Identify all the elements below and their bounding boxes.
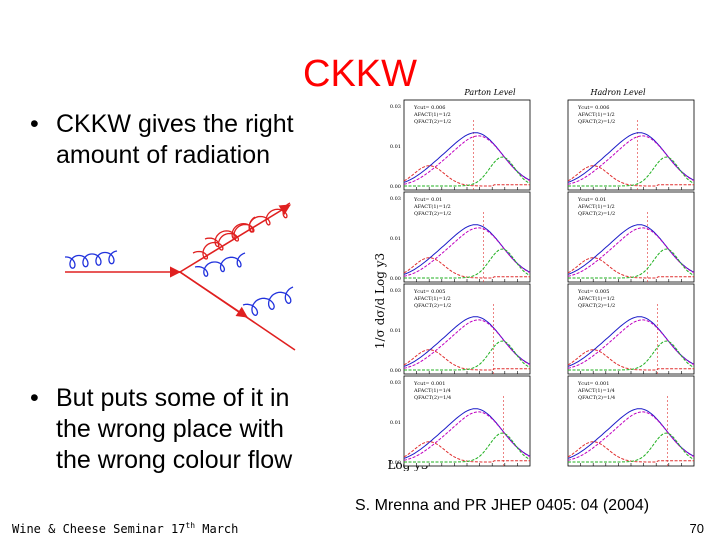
curve-1 [403, 227, 531, 277]
panel-legend-line: Ycut= 0.005 [577, 289, 609, 295]
panel-frame [567, 191, 695, 283]
panel-legend-line: AFACT(1)=1/2 [413, 203, 451, 210]
radiation-diagram [65, 202, 296, 351]
panel-legend-line: QFACT(2)=1/2 [414, 302, 451, 309]
panel-legend-line: AFACT(1)=1/2 [577, 111, 615, 118]
y-tick-label: 0.01 [390, 236, 401, 242]
slide-title: CKKW [303, 53, 417, 95]
panel-legend-line: AFACT(1)=1/4 [413, 387, 451, 394]
gluon-coil-middle [192, 216, 256, 260]
y-tick-label: 0.03 [390, 288, 401, 294]
panel-legend-line: QFACT(2)=1/2 [578, 118, 615, 125]
plot-panel-r1-c1: 0.03 0.01 0.00 Ycut= 0.006AFACT(1)=1/2QFACT… [390, 99, 531, 191]
panel-legend-line: AFACT(1)=1/4 [577, 387, 615, 394]
gluon-coil-side [194, 252, 246, 277]
curve-3 [568, 156, 695, 187]
panel-legend-line: AFACT(1)=1/2 [413, 295, 451, 302]
footer-superscript: th [185, 521, 196, 530]
panel-legend-line: QFACT(2)=1/4 [578, 394, 615, 401]
panel-legend-line: QFACT(2)=1/2 [578, 302, 615, 309]
curve-1 [403, 411, 531, 461]
y-tick-label: 0.00 [390, 460, 401, 466]
panel-legend-line: QFACT(2)=1/2 [578, 210, 615, 217]
curve-1 [567, 319, 695, 369]
curve-3 [568, 432, 695, 463]
bullet-text: CKKW gives the right amount of radiation [56, 110, 294, 169]
footer-main: Wine & Cheese Seminar 17 [12, 522, 186, 536]
y-tick-label: 0.03 [390, 104, 401, 110]
plot-panel-r2-c1: 0.03 0.01 0.00 Ycut= 0.01AFACT(1)=1/2QFACT(… [390, 191, 531, 283]
panel-legend-line: Ycut= 0.01 [413, 197, 442, 203]
bullet-text: But puts some of it in the wrong place w… [56, 384, 293, 474]
plot-panel-r4-c1: 0.03 0.01 0.00 Ycut= 0.001AFACT(1)=1/4QFACT… [390, 375, 531, 467]
curve-1 [403, 319, 531, 369]
curve-1 [567, 227, 695, 277]
panel-frame [403, 375, 531, 467]
page-number: 70 [689, 521, 704, 536]
column-header-parton: Parton Level [463, 88, 516, 97]
gluon-coil-incoming [65, 250, 118, 269]
panel-legend-line: AFACT(1)=1/2 [577, 295, 615, 302]
panel-legend-line: Ycut= 0.006 [413, 105, 445, 111]
curve-1 [403, 135, 531, 185]
bullet-marker: • [30, 110, 39, 138]
curve-3 [404, 340, 531, 371]
column-header-hadron: Hadron Level [589, 88, 646, 97]
y-tick-label: 0.00 [390, 276, 401, 282]
curve-3 [404, 248, 531, 279]
panel-legend-line: Ycut= 0.01 [577, 197, 606, 203]
y-tick-label: 0.00 [390, 368, 401, 374]
curve-3 [404, 432, 531, 463]
footer-text: Wine & Cheese Seminar 17th March [12, 519, 238, 536]
curve-3 [568, 248, 695, 279]
panel-legend-line: AFACT(1)=1/2 [413, 111, 451, 118]
panel-legend-line: Ycut= 0.001 [413, 381, 445, 387]
y-tick-label: 0.01 [390, 420, 401, 426]
y-axis-label: 1/σ dσ/d Log y3 [373, 253, 387, 349]
y-tick-label: 0.03 [390, 380, 401, 386]
y-tick-label: 0.01 [390, 144, 401, 150]
y-tick-label: 0.01 [390, 328, 401, 334]
quark-arrow-lower [179, 271, 248, 318]
panel-legend-line: Ycut= 0.001 [577, 381, 609, 387]
gluon-coil-lower [242, 286, 294, 316]
curve-1 [567, 135, 695, 185]
curve-3 [404, 156, 531, 187]
bullet-marker: • [30, 384, 39, 412]
panel-legend-line: Ycut= 0.005 [413, 289, 445, 295]
distribution-plot-grid: Parton Level Hadron Level 1/σ dσ/d Log y… [373, 88, 695, 471]
y-tick-label: 0.03 [390, 196, 401, 202]
curve-1 [567, 411, 695, 461]
panel-legend-line: AFACT(1)=1/2 [577, 203, 615, 210]
panel-legend-line: QFACT(2)=1/2 [414, 210, 451, 217]
citation: S. Mrenna and PR JHEP 0405: 04 (2004) [355, 497, 650, 514]
footer-tail: March [195, 522, 239, 536]
plot-panel-r3-c1: 0.03 0.01 0.00 Ycut= 0.005AFACT(1)=1/2QFACT… [390, 283, 531, 375]
gluon-coils [65, 202, 294, 316]
panel-legend-line: Ycut= 0.006 [577, 105, 609, 111]
panel-legend-line: QFACT(2)=1/2 [414, 118, 451, 125]
curve-3 [568, 340, 695, 371]
y-tick-label: 0.00 [390, 184, 401, 190]
panel-legend-line: QFACT(2)=1/4 [414, 394, 451, 401]
